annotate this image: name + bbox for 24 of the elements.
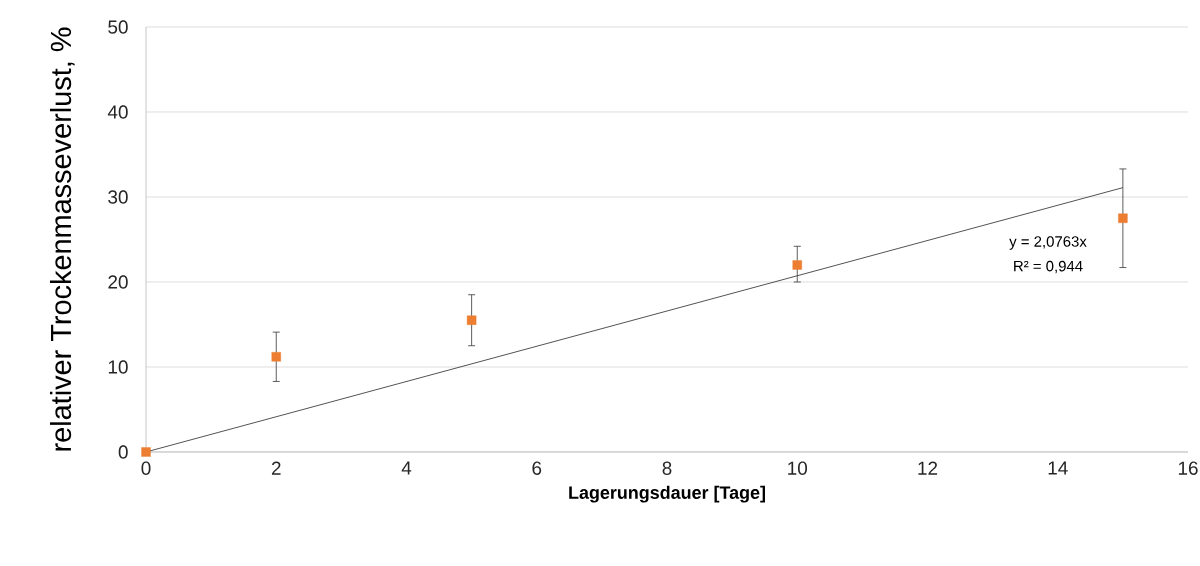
x-tick-label: 12 bbox=[918, 461, 938, 475]
annotation: y = 2,0763x bbox=[1009, 236, 1087, 250]
y-tick-label: 0 bbox=[118, 445, 128, 459]
x-tick-label: 14 bbox=[1048, 461, 1068, 475]
point bbox=[271, 352, 281, 362]
y-tick-label: 50 bbox=[108, 20, 128, 34]
y-tick-label: 20 bbox=[108, 275, 128, 289]
annotation: R² = 0,944 bbox=[1014, 260, 1083, 274]
x-tick-label: 6 bbox=[532, 461, 542, 475]
x-tick-label: 8 bbox=[662, 461, 672, 475]
point bbox=[792, 260, 802, 270]
x-tick-label: 2 bbox=[271, 461, 281, 475]
x-tick-label: 10 bbox=[788, 461, 808, 475]
x-tick-label: 16 bbox=[1178, 461, 1198, 475]
point bbox=[141, 447, 151, 457]
y-tick-label: 10 bbox=[108, 360, 128, 374]
point bbox=[1118, 213, 1128, 223]
point bbox=[466, 315, 477, 325]
y-tick-label: 40 bbox=[107, 105, 128, 119]
x-axis-title: Lagerungsdauer [Tage] bbox=[569, 485, 765, 503]
y-tick-label: 30 bbox=[108, 190, 128, 204]
x-tick-label: 4 bbox=[401, 461, 412, 475]
y-axis-title: relativer Trockenmasseverlust, % bbox=[49, 27, 75, 451]
x-tick-label: 0 bbox=[141, 461, 151, 475]
